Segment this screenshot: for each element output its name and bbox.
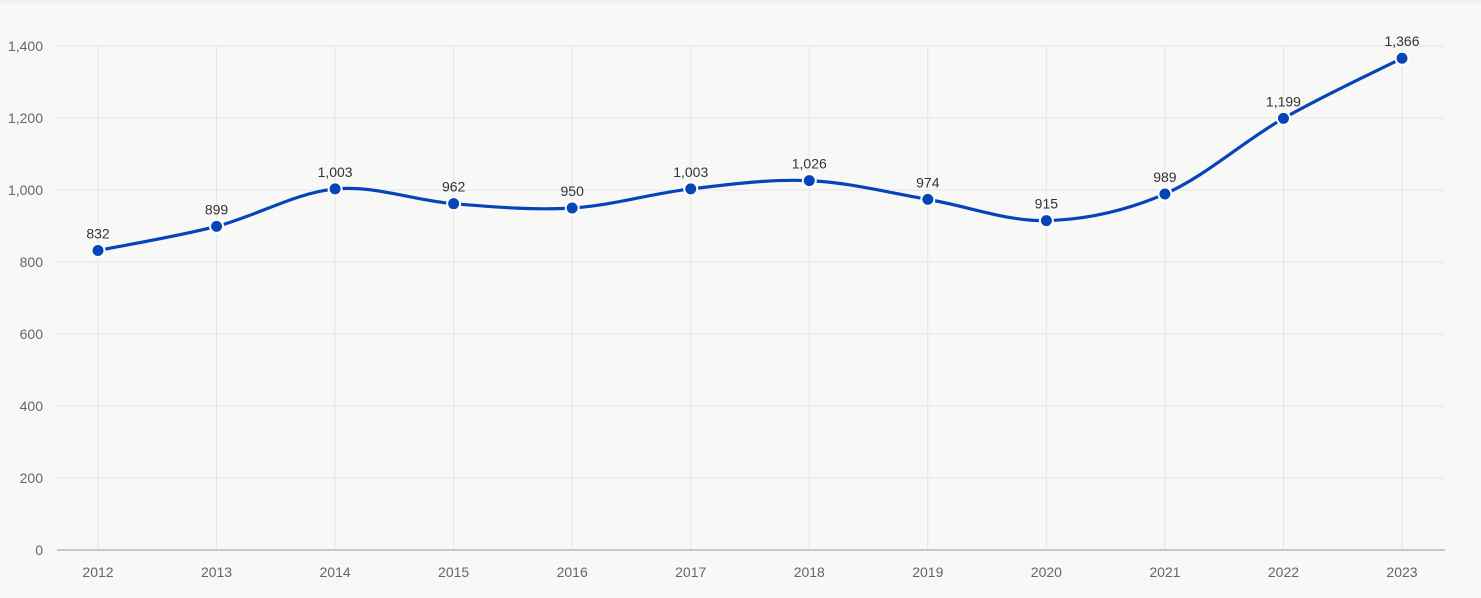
x-tick-label: 2019 xyxy=(912,564,943,580)
x-tick-label: 2018 xyxy=(794,564,825,580)
data-label: 1,199 xyxy=(1266,93,1301,109)
data-label: 1,366 xyxy=(1384,33,1419,49)
x-tick-label: 2023 xyxy=(1386,564,1417,580)
data-point[interactable] xyxy=(801,173,817,189)
x-tick-label: 2016 xyxy=(557,564,588,580)
data-label: 1,026 xyxy=(792,156,827,172)
y-tick-label: 200 xyxy=(20,470,44,486)
grid-lines xyxy=(57,45,1445,550)
data-label: 915 xyxy=(1035,196,1059,212)
x-tick-label: 2017 xyxy=(675,564,706,580)
x-tick-label: 2014 xyxy=(320,564,351,580)
y-tick-label: 800 xyxy=(20,254,44,270)
data-point[interactable] xyxy=(1038,213,1054,229)
data-point[interactable] xyxy=(1157,186,1173,202)
data-point[interactable] xyxy=(327,181,343,197)
data-point[interactable] xyxy=(1275,110,1291,126)
x-tick-label: 2022 xyxy=(1268,564,1299,580)
series-line-layer xyxy=(96,56,1404,253)
data-label: 974 xyxy=(916,174,940,190)
data-point[interactable] xyxy=(209,218,225,234)
data-label: 1,003 xyxy=(673,164,708,180)
data-labels: 832 899 1,003 962 950 1,003 1,026 974 915 989 1,19… xyxy=(86,33,1419,241)
x-tick-label: 2013 xyxy=(201,564,232,580)
y-tick-label: 1,000 xyxy=(8,182,43,198)
top-shadow xyxy=(0,0,1481,5)
data-label: 832 xyxy=(86,225,110,241)
x-tick-label: 2015 xyxy=(438,564,469,580)
y-tick-label: 400 xyxy=(20,398,44,414)
data-label: 1,003 xyxy=(318,164,353,180)
data-point[interactable] xyxy=(683,181,699,197)
data-label: 962 xyxy=(442,179,466,195)
y-tick-label: 1,200 xyxy=(8,110,43,126)
data-points xyxy=(90,50,1410,258)
series-line xyxy=(96,56,1404,253)
data-point[interactable] xyxy=(1394,50,1410,66)
data-point[interactable] xyxy=(90,242,106,258)
data-point[interactable] xyxy=(920,191,936,207)
y-tick-label: 0 xyxy=(35,542,43,558)
x-tick-label: 2020 xyxy=(1031,564,1062,580)
y-tick-label: 600 xyxy=(20,326,44,342)
y-tick-label: 1,400 xyxy=(8,38,43,54)
data-label: 989 xyxy=(1153,169,1177,185)
axes: 0 200 400 600 800 1,000 1,200 1,400 2012 2013 2014… xyxy=(8,38,1445,580)
data-label: 899 xyxy=(205,201,229,217)
x-tick-label: 2021 xyxy=(1149,564,1180,580)
x-tick-label: 2012 xyxy=(82,564,113,580)
data-point[interactable] xyxy=(564,200,580,216)
data-point[interactable] xyxy=(446,196,462,212)
data-label: 950 xyxy=(561,183,585,199)
